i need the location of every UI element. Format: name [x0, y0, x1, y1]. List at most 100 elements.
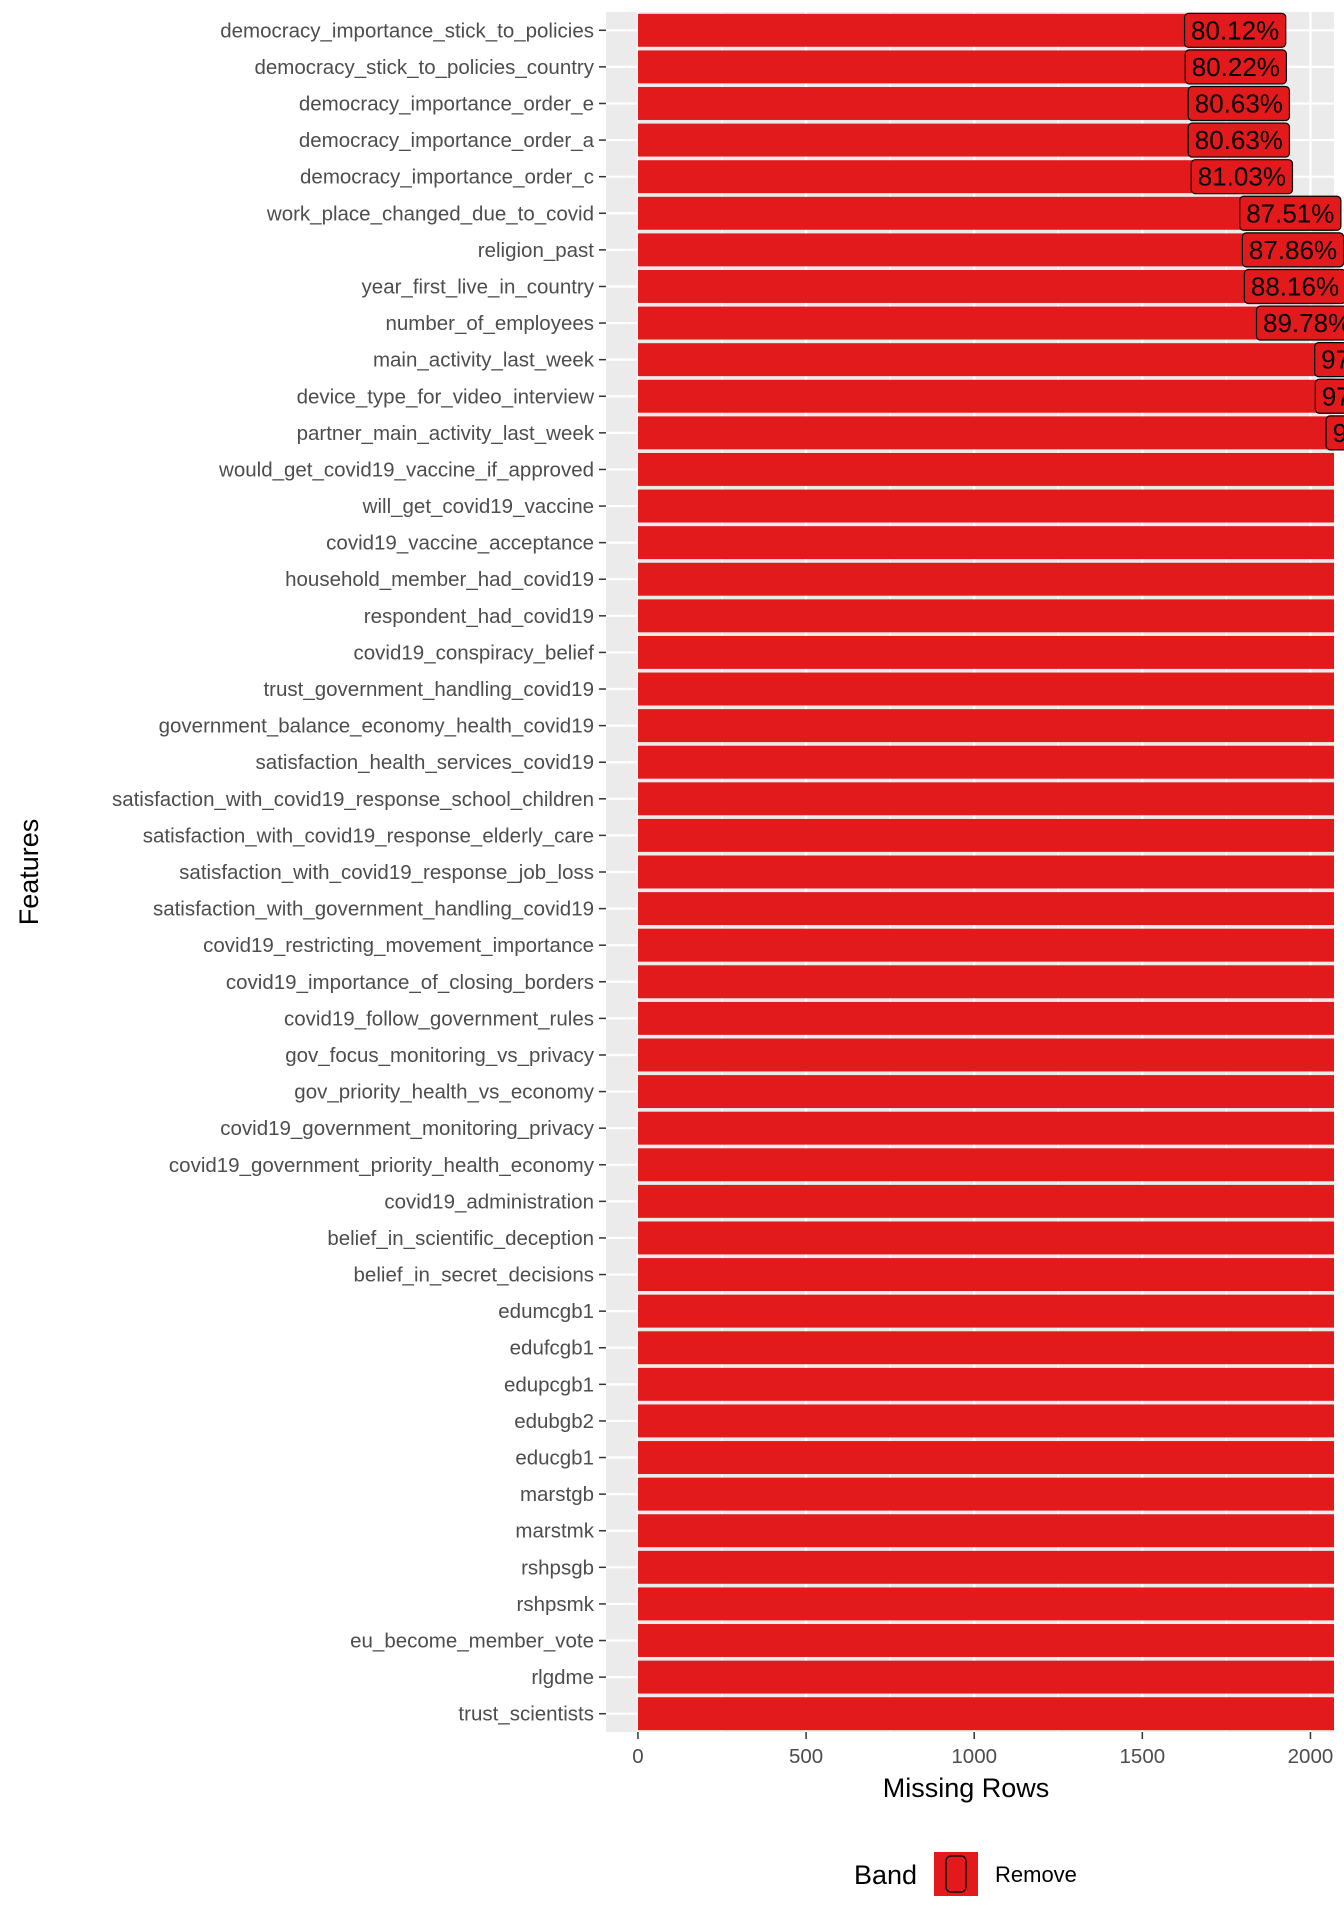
bar [637, 379, 1334, 413]
data-label: 80.22% [1192, 52, 1280, 82]
data-label: 80.63% [1195, 88, 1283, 118]
data-label: 97.57% [1321, 345, 1344, 375]
bar [637, 782, 1334, 816]
bar [637, 745, 1334, 779]
y-tick-label: trust_scientists [458, 1703, 594, 1726]
bar [637, 452, 1334, 486]
y-tick-label: covid19_vaccine_acceptance [326, 532, 594, 555]
bar [637, 1441, 1334, 1474]
y-tick-label: marstmk [515, 1520, 594, 1543]
y-tick-label: will_get_covid19_vaccine [362, 495, 594, 518]
bar [637, 818, 1334, 852]
bar [637, 892, 1334, 926]
bar [637, 1075, 1334, 1109]
y-tick-label: religion_past [478, 239, 595, 262]
y-tick-label: main_activity_last_week [373, 349, 595, 372]
y-tick-label: rshpsgb [521, 1556, 594, 1579]
y-tick-label: satisfaction_with_covid19_response_job_l… [179, 861, 594, 884]
data-label: 87.51% [1246, 198, 1334, 228]
bar [637, 306, 1308, 340]
y-tick-label: marstgb [520, 1483, 594, 1506]
legend-key-label-icon [945, 1855, 967, 1893]
y-tick-label: would_get_covid19_vaccine_if_approved [218, 458, 594, 481]
data-label: 81.03% [1198, 162, 1286, 192]
bar [637, 416, 1334, 450]
data-label-box [1187, 85, 1291, 122]
legend-entry-remove: Remove [995, 1862, 1077, 1887]
y-tick-label: device_type_for_video_interview [297, 385, 595, 408]
y-tick-label: covid19_government_monitoring_privacy [220, 1117, 595, 1140]
data-label-box [1184, 49, 1288, 85]
y-tick-label: satisfaction_with_government_handling_co… [153, 898, 594, 921]
bar [637, 1587, 1334, 1621]
bar [637, 635, 1334, 669]
y-axis-categories: democracy_importance_stick_to_policiesde… [112, 19, 606, 1726]
data-labels: 80.12% 80.22% 80.63% 80.63% 81.03% 87.51% 87.8… [1183, 12, 1344, 451]
y-tick-label: rlgdme [531, 1666, 594, 1689]
y-tick-label: edupcgb1 [504, 1373, 594, 1396]
y-tick-label: gov_focus_monitoring_vs_privacy [285, 1044, 595, 1067]
x-axis-ticks: 0 500 1000 1500 2000 [632, 1732, 1333, 1768]
bar [637, 160, 1242, 194]
data-label-box [1243, 268, 1344, 305]
data-label: 88.16% [1251, 271, 1339, 301]
bar [637, 196, 1291, 230]
bar [637, 1624, 1334, 1657]
data-label-box [1239, 195, 1342, 231]
data-label-box [1187, 122, 1291, 158]
data-label-box [1183, 12, 1287, 48]
bar [637, 1697, 1334, 1731]
y-tick-label: household_member_had_covid19 [285, 568, 594, 591]
bar [637, 50, 1236, 84]
data-label: 80.63% [1195, 125, 1283, 155]
data-label-box [1325, 415, 1344, 451]
y-tick-label: eu_become_member_vote [350, 1630, 594, 1653]
y-tick-label: edubgb2 [514, 1410, 594, 1433]
bar [637, 1404, 1334, 1438]
legend-title: Band [854, 1860, 917, 1890]
bar [637, 1148, 1334, 1182]
y-tick-label: democracy_importance_stick_to_policies [220, 19, 594, 42]
bar [637, 233, 1293, 267]
y-tick-label: covid19_administration [384, 1190, 594, 1213]
data-label-box [1314, 342, 1344, 378]
data-label-box [1314, 378, 1344, 414]
data-label: 99.09% [1333, 418, 1344, 448]
bar [637, 709, 1334, 743]
data-label: 89.78% [1263, 308, 1344, 338]
y-tick-label: covid19_importance_of_closing_borders [226, 971, 594, 994]
bar [637, 1514, 1334, 1548]
bar [637, 1331, 1334, 1365]
bar [637, 1258, 1334, 1292]
y-tick-label: number_of_employees [385, 312, 594, 335]
y-tick-label: belief_in_scientific_deception [327, 1227, 594, 1250]
y-tick-label: government_balance_economy_health_covid1… [159, 715, 594, 738]
y-tick-label: satisfaction_with_covid19_response_elder… [143, 824, 594, 847]
bar [637, 928, 1334, 962]
y-axis-title: Features [14, 819, 44, 926]
bar [637, 855, 1334, 889]
bar [637, 1367, 1334, 1401]
bar [637, 270, 1295, 303]
bar [637, 526, 1334, 560]
y-tick-label: edumcgb1 [498, 1300, 594, 1323]
y-tick-label: respondent_had_covid19 [364, 605, 594, 628]
data-label-box [1255, 305, 1344, 341]
data-label: 80.12% [1191, 15, 1279, 45]
bar [637, 1660, 1334, 1694]
data-label: 87.86% [1249, 235, 1337, 265]
y-tick-label: partner_main_activity_last_week [297, 422, 595, 445]
y-tick-label: satisfaction_with_covid19_response_schoo… [112, 788, 594, 811]
y-tick-label: covid19_government_priority_health_econo… [169, 1154, 595, 1177]
x-axis-title: Missing Rows [883, 1773, 1050, 1803]
bar [637, 489, 1334, 523]
bar [637, 672, 1334, 706]
y-tick-label: covid19_restricting_movement_importance [203, 934, 594, 957]
bar [637, 1038, 1334, 1072]
y-tick-label: democracy_importance_order_a [299, 129, 595, 152]
bar [637, 1550, 1334, 1584]
bar [637, 599, 1334, 633]
x-tick-label: 1500 [1120, 1745, 1166, 1768]
